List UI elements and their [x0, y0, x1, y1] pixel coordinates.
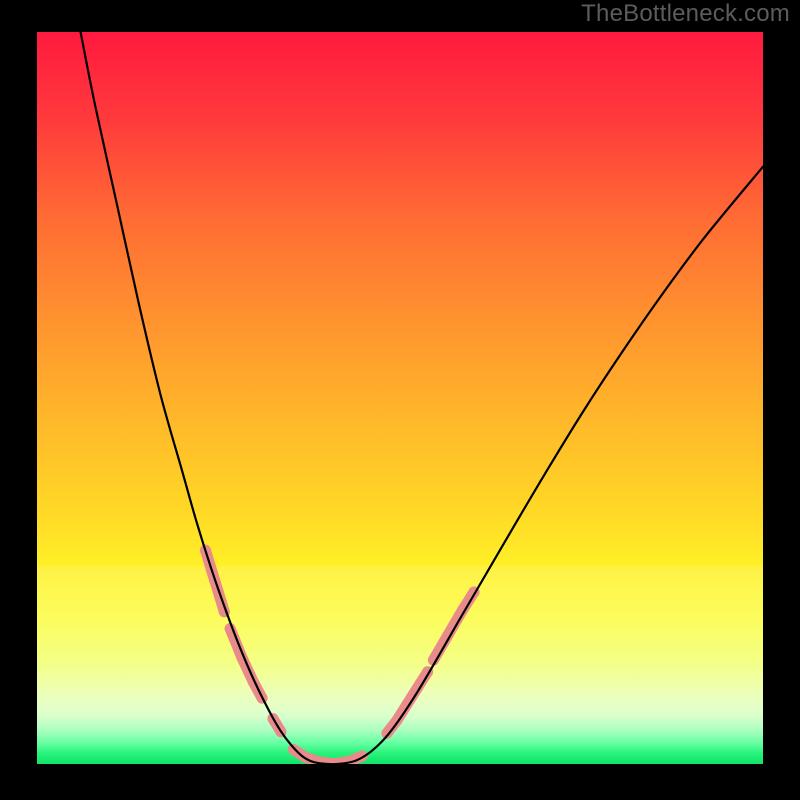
- highlight-bead: [288, 744, 299, 755]
- pale-band: [37, 566, 763, 712]
- watermark-text: TheBottleneck.com: [581, 0, 790, 28]
- chart-svg: [0, 0, 800, 800]
- chart-stage: TheBottleneck.com: [0, 0, 800, 800]
